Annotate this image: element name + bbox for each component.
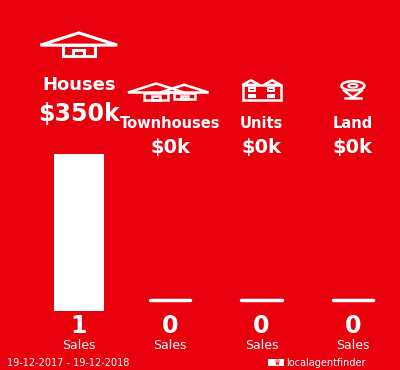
Text: Sales: Sales <box>154 339 187 352</box>
Text: ♛: ♛ <box>273 359 280 367</box>
Text: $0k: $0k <box>242 138 282 157</box>
Text: $0k: $0k <box>333 138 373 157</box>
Bar <box>250 88 255 91</box>
Text: Houses: Houses <box>42 76 116 94</box>
Text: Land: Land <box>333 116 373 131</box>
Bar <box>268 88 274 91</box>
Bar <box>250 94 255 97</box>
Text: Sales: Sales <box>245 339 278 352</box>
Text: 19-12-2017 - 19-12-2018: 19-12-2017 - 19-12-2018 <box>7 358 129 368</box>
Text: 0: 0 <box>345 314 361 338</box>
Text: $0k: $0k <box>150 138 190 157</box>
Bar <box>62 45 95 56</box>
Text: 1: 1 <box>71 314 87 338</box>
Bar <box>74 50 84 56</box>
Text: Sales: Sales <box>336 339 370 352</box>
Text: Townhouses: Townhouses <box>120 116 220 131</box>
Bar <box>268 94 274 97</box>
Text: 0: 0 <box>162 314 178 338</box>
Text: Sales: Sales <box>62 339 96 352</box>
Text: Units: Units <box>240 116 283 131</box>
Text: $350k: $350k <box>38 102 120 127</box>
Text: localagentfinder: localagentfinder <box>286 358 365 368</box>
Bar <box>152 96 160 100</box>
Text: 0: 0 <box>253 314 270 338</box>
Bar <box>242 85 280 100</box>
Bar <box>268 359 284 367</box>
Bar <box>144 92 168 100</box>
Bar <box>174 92 194 99</box>
Bar <box>54 155 104 311</box>
Bar <box>181 95 188 99</box>
